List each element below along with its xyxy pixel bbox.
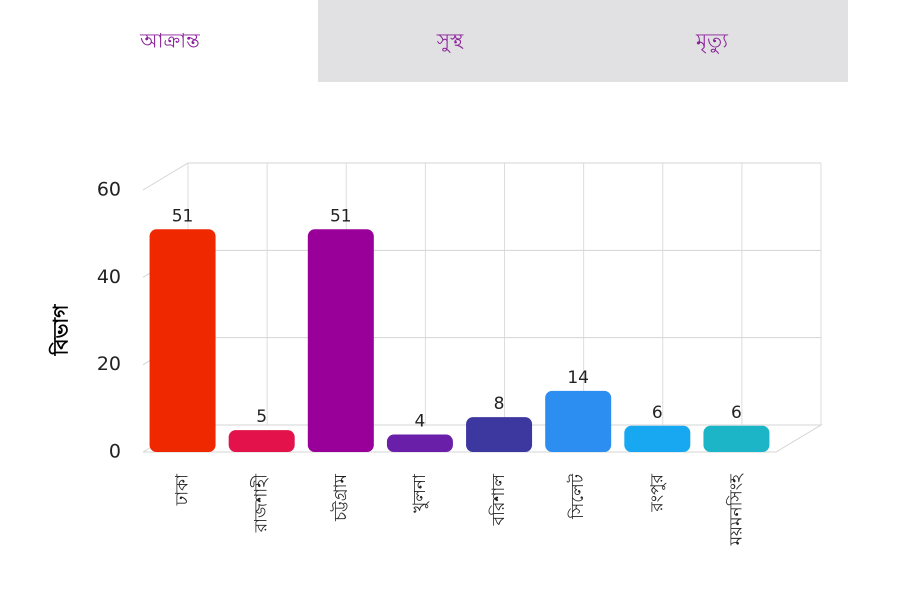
value-label: 5 — [256, 407, 267, 427]
y-tick-label: 60 — [97, 179, 121, 201]
value-label: 51 — [330, 206, 352, 226]
x-tick-label: সিলেট — [567, 473, 588, 520]
x-tick-label: রাজশাহী — [251, 473, 272, 533]
grid-line — [142, 162, 821, 191]
x-tick-label: ময়মনসিংহ — [725, 473, 746, 546]
tab[interactable]: আক্রান্ত — [139, 29, 201, 53]
tab[interactable]: মৃত্যু — [695, 29, 729, 54]
x-tick-label: খুলনা — [410, 473, 430, 513]
x-tick-label: বরিশাল — [488, 474, 509, 527]
value-label: 6 — [731, 403, 742, 423]
value-label: 4 — [415, 412, 426, 432]
value-label: 51 — [172, 206, 194, 226]
x-tick-label: চট্টগ্রাম — [330, 473, 351, 522]
y-tick-label: 20 — [97, 353, 121, 375]
bar — [703, 425, 770, 452]
bar — [307, 229, 374, 452]
y-axis-label: বিভাগ — [49, 304, 73, 357]
x-tick-label: ঢাকা — [173, 473, 193, 506]
bar — [228, 430, 295, 452]
grid-line — [142, 249, 821, 278]
active-tab — [22, 0, 318, 82]
bar — [545, 390, 612, 452]
bar — [149, 229, 216, 452]
value-label: 6 — [652, 403, 663, 423]
grid-line — [142, 337, 821, 366]
x-tick-label: রংপুর — [647, 473, 667, 512]
bar — [466, 417, 533, 452]
tab[interactable]: সুস্থ — [436, 29, 464, 53]
bar — [386, 434, 453, 452]
bar — [624, 425, 691, 452]
value-label: 8 — [494, 394, 505, 414]
value-label: 14 — [567, 368, 589, 388]
y-tick-label: 40 — [97, 266, 121, 288]
y-tick-label: 0 — [109, 441, 121, 463]
